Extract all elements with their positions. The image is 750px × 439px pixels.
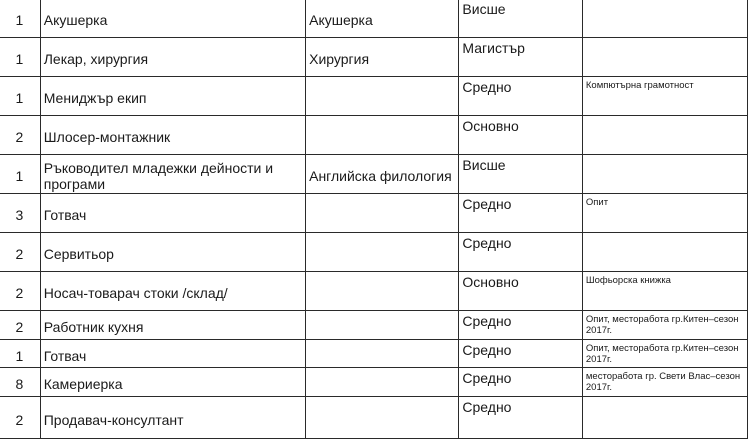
count-cell: 2 [0, 232, 41, 272]
education-cell: Средно [458, 232, 583, 272]
position-cell: Мениджър екип [39, 76, 307, 116]
count-cell: 2 [0, 271, 41, 311]
position-cell: Готвач [39, 339, 307, 368]
specialty-cell [305, 310, 460, 340]
education-cell: Средно [458, 396, 583, 439]
position-cell: Акушерка [39, 0, 307, 38]
education-cell: Средно [458, 76, 583, 116]
specialty-cell [305, 339, 460, 368]
education-cell: Основно [458, 271, 583, 311]
count-cell: 1 [0, 76, 41, 116]
position-cell: Готвач [39, 193, 307, 233]
position-cell: Ръководител младежки дейности и програми [39, 154, 307, 194]
count-cell: 1 [0, 0, 41, 38]
position-cell: Лекар, хирургия [39, 37, 307, 77]
table-row: 8 Камериерка Средно месторабота гр. Свети В… [0, 367, 749, 397]
table-row: 1 Ръководител младежки дейности и програм… [0, 154, 749, 194]
notes-cell [581, 232, 749, 272]
specialty-cell: Акушерка [305, 0, 460, 38]
table-row: 3 Готвач Средно Опит [0, 193, 749, 233]
education-cell: Магистър [458, 37, 583, 77]
table-row: 2 Носач-товарач стоки /склад/Основно Шофьо… [0, 271, 749, 311]
notes-cell [581, 396, 749, 439]
education-cell: Висше [458, 154, 583, 194]
table-row: 2 Шлосер-монтажник Основно [0, 115, 749, 155]
specialty-cell: Английска филология [305, 154, 460, 194]
notes-cell: Опит, месторабота гр.Китен–сезон 2017г. [581, 310, 749, 340]
specialty-cell: Хирургия [305, 37, 460, 77]
position-cell: Сервитьор [39, 232, 307, 272]
notes-cell: Опит, месторабота гр.Китен–сезон 2017г. [581, 339, 749, 368]
table-row: 1 Акушерка Акушерка Висше [0, 0, 749, 38]
count-cell: 1 [0, 37, 41, 77]
table-row: 2 Работник кухня Средно Опит, месторабота г… [0, 310, 749, 340]
notes-cell: Шофьорска книжка [581, 271, 749, 311]
position-cell: Работник кухня [39, 310, 307, 340]
count-cell: 1 [0, 339, 41, 368]
education-cell: Основно [458, 115, 583, 155]
position-cell: Шлосер-монтажник [39, 115, 307, 155]
count-cell: 2 [0, 310, 41, 340]
notes-cell [581, 37, 749, 77]
notes-cell [581, 115, 749, 155]
specialty-cell [305, 232, 460, 272]
notes-cell: Компютърна грамотност [581, 76, 749, 116]
position-cell: Продавач-консултант [39, 396, 307, 439]
specialty-cell [305, 396, 460, 439]
position-cell: Камериерка [39, 367, 307, 397]
education-cell: Средно [458, 310, 583, 340]
table-row: 1 Мениджър екип Средно Компютърна грамотнос… [0, 76, 749, 116]
notes-cell: месторабота гр. Свети Влас–сезон 2017г. [581, 367, 749, 397]
education-cell: Средно [458, 193, 583, 233]
count-cell: 8 [0, 367, 41, 397]
table-row: 2 Продавач-консултант Средно [0, 396, 749, 439]
education-cell: Средно [458, 367, 583, 397]
specialty-cell [305, 76, 460, 116]
count-cell: 1 [0, 154, 41, 194]
specialty-cell [305, 367, 460, 397]
count-cell: 3 [0, 193, 41, 233]
specialty-cell [305, 115, 460, 155]
count-cell: 2 [0, 396, 41, 439]
table-row: 1 Лекар, хирургия Хирургия Магистър [0, 37, 749, 77]
position-cell: Носач-товарач стоки /склад/ [39, 271, 307, 311]
notes-cell: Опит [581, 193, 749, 233]
specialty-cell [305, 271, 460, 311]
education-cell: Средно [458, 339, 583, 368]
notes-cell [581, 154, 749, 194]
notes-cell [581, 0, 749, 38]
count-cell: 2 [0, 115, 41, 155]
specialty-cell [305, 193, 460, 233]
table-row: 2 Сервитьор Средно [0, 232, 749, 272]
education-cell: Висше [458, 0, 583, 38]
table-row: 1 Готвач Средно Опит, месторабота гр.Китен–… [0, 339, 749, 368]
